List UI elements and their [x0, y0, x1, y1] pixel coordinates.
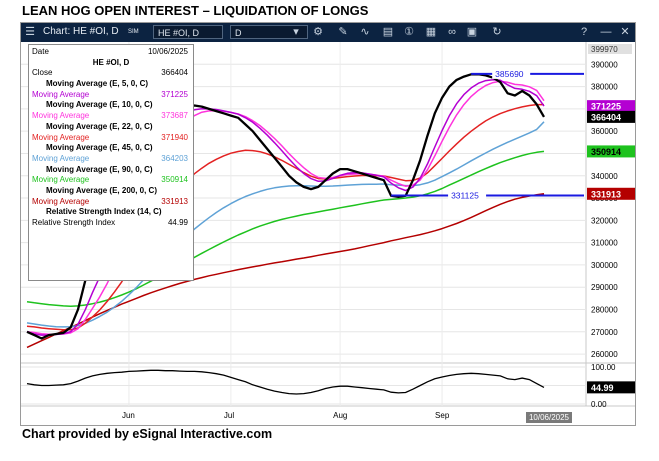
rsi-tag-label: 44.99	[591, 383, 614, 393]
legend-ma22-value: 371940	[161, 132, 188, 142]
image-icon[interactable]: ▣	[466, 26, 478, 38]
series-line-5	[26, 150, 545, 307]
chart-window: ☰ Chart: HE #OI, D SIM HE #OI, D D ▾ ⚙ ✎…	[20, 22, 636, 426]
link-icon[interactable]: ∞	[448, 26, 456, 38]
number-1-icon[interactable]: ①	[404, 26, 414, 38]
legend-rsi-value: 44.99	[167, 218, 188, 227]
menu-icon[interactable]: ☰	[25, 26, 35, 38]
legend-ma200-value: 331913	[161, 196, 188, 206]
legend-ma10-value: 373687	[161, 111, 188, 121]
close-icon[interactable]: ✕	[620, 26, 630, 38]
legend-ma200-label: Moving Average	[32, 196, 90, 206]
window-title: Chart: HE #OI, D	[43, 26, 119, 37]
y-tick-label: 290000	[591, 283, 618, 292]
legend-ma5-name: Moving Average (E, 5, 0, C)	[46, 79, 149, 89]
y-top-label: 399970	[591, 45, 618, 54]
chart-credit: Chart provided by eSignal Interactive.co…	[22, 427, 273, 441]
price-tag-label: 350914	[591, 147, 621, 157]
legend-close-label: Close	[32, 68, 53, 78]
legend-ma10-label: Moving Average	[32, 111, 90, 121]
rsi-tick-label: 100.00	[591, 363, 616, 372]
dropdown-icon[interactable]: ▾	[293, 26, 299, 38]
x-tick-label: Jun	[122, 411, 135, 420]
price-tag-label: 371225	[591, 102, 621, 112]
y-tick-label: 390000	[591, 60, 618, 69]
annotation-label-bg	[448, 189, 487, 201]
price-tag-box	[587, 110, 635, 123]
legend-symbol: HE #OI, D	[92, 57, 130, 67]
x-tick-label: Aug	[333, 411, 347, 420]
y-tick-label: 300000	[591, 261, 618, 270]
legend-ma22-label: Moving Average	[32, 132, 90, 142]
legend-ma90-label: Moving Average	[32, 175, 90, 185]
legend-ma5-value: 371225	[161, 89, 188, 99]
annotation-label: 331125	[451, 191, 479, 201]
refresh-icon[interactable]: ↻	[492, 26, 502, 38]
legend-ma45-name: Moving Average (E, 45, 0, C)	[46, 143, 153, 153]
annotation-label: 385690	[495, 69, 524, 79]
legend-ma45-label: Moving Average	[32, 153, 90, 163]
price-tag-box	[587, 145, 635, 158]
rsi-line	[26, 369, 545, 395]
page-heading: LEAN HOG OPEN INTEREST – LIQUIDATION OF …	[22, 3, 369, 18]
y-tick-label: 310000	[591, 239, 618, 248]
interval-select[interactable]: D	[230, 25, 308, 39]
price-tag-box	[587, 187, 635, 200]
legend-ma200-name: Moving Average (E, 200, 0, C)	[46, 185, 157, 195]
wave-icon[interactable]: ∿	[360, 26, 370, 38]
legend-ma45-value: 364203	[161, 153, 188, 163]
series-line-4	[26, 121, 545, 328]
price-tag-box	[587, 100, 635, 113]
compare-icon[interactable]: ▤	[382, 26, 394, 38]
symbol-input[interactable]: HE #OI, D	[153, 25, 223, 39]
series-line-3	[26, 103, 544, 331]
legend-ma10-name: Moving Average (E, 10, 0, C)	[46, 100, 153, 110]
legend-rsi-label: Relative Strength Index	[32, 218, 116, 227]
price-tag-label: 366404	[591, 112, 621, 122]
legend-ma22-name: Moving Average (E, 22, 0, C)	[46, 121, 153, 131]
y-tick-label: 340000	[591, 172, 618, 181]
rsi-tag-box	[587, 381, 635, 394]
legend-ma90-name: Moving Average (E, 90, 0, C)	[46, 164, 153, 174]
y-tick-label: 360000	[591, 127, 618, 136]
data-window: Date 10/06/2025 HE #OI, D Close 366404 Mov…	[28, 44, 194, 281]
settings-icon[interactable]: ⚙	[313, 26, 323, 38]
y-top-label-box	[588, 44, 632, 54]
legend-close-value: 366404	[161, 68, 188, 78]
y-tick-label: 270000	[591, 328, 618, 337]
chart-toolbar: ☰ Chart: HE #OI, D SIM HE #OI, D D ▾ ⚙ ✎…	[21, 23, 635, 42]
y-tick-label: 380000	[591, 83, 618, 92]
x-tick-label: Jul	[224, 411, 234, 420]
legend-ma90-value: 350914	[161, 175, 188, 185]
pen-icon[interactable]: ✎	[338, 26, 348, 38]
y-tick-label: 280000	[591, 306, 618, 315]
sim-label: SIM	[128, 29, 139, 35]
layout-icon[interactable]: ▦	[425, 26, 437, 38]
price-tag-label: 331913	[591, 189, 621, 199]
y-tick-label: 260000	[591, 350, 618, 359]
y-tick-label: 320000	[591, 216, 618, 225]
legend-ma5-label: Moving Average	[32, 89, 90, 99]
last-date-tag: 10/06/2025	[526, 412, 572, 423]
legend-date-label: Date	[32, 47, 49, 56]
interval-value: D	[235, 28, 242, 38]
x-tick-label: Sep	[435, 411, 450, 420]
rsi-tick-label: 0.00	[591, 400, 607, 409]
help-icon[interactable]: ?	[580, 26, 588, 38]
minimize-icon[interactable]: —	[600, 26, 612, 38]
legend-date-value: 10/06/2025	[147, 47, 188, 56]
legend-rsi-name: Relative Strength Index (14, C)	[46, 207, 162, 217]
annotation-label-bg	[492, 67, 531, 79]
